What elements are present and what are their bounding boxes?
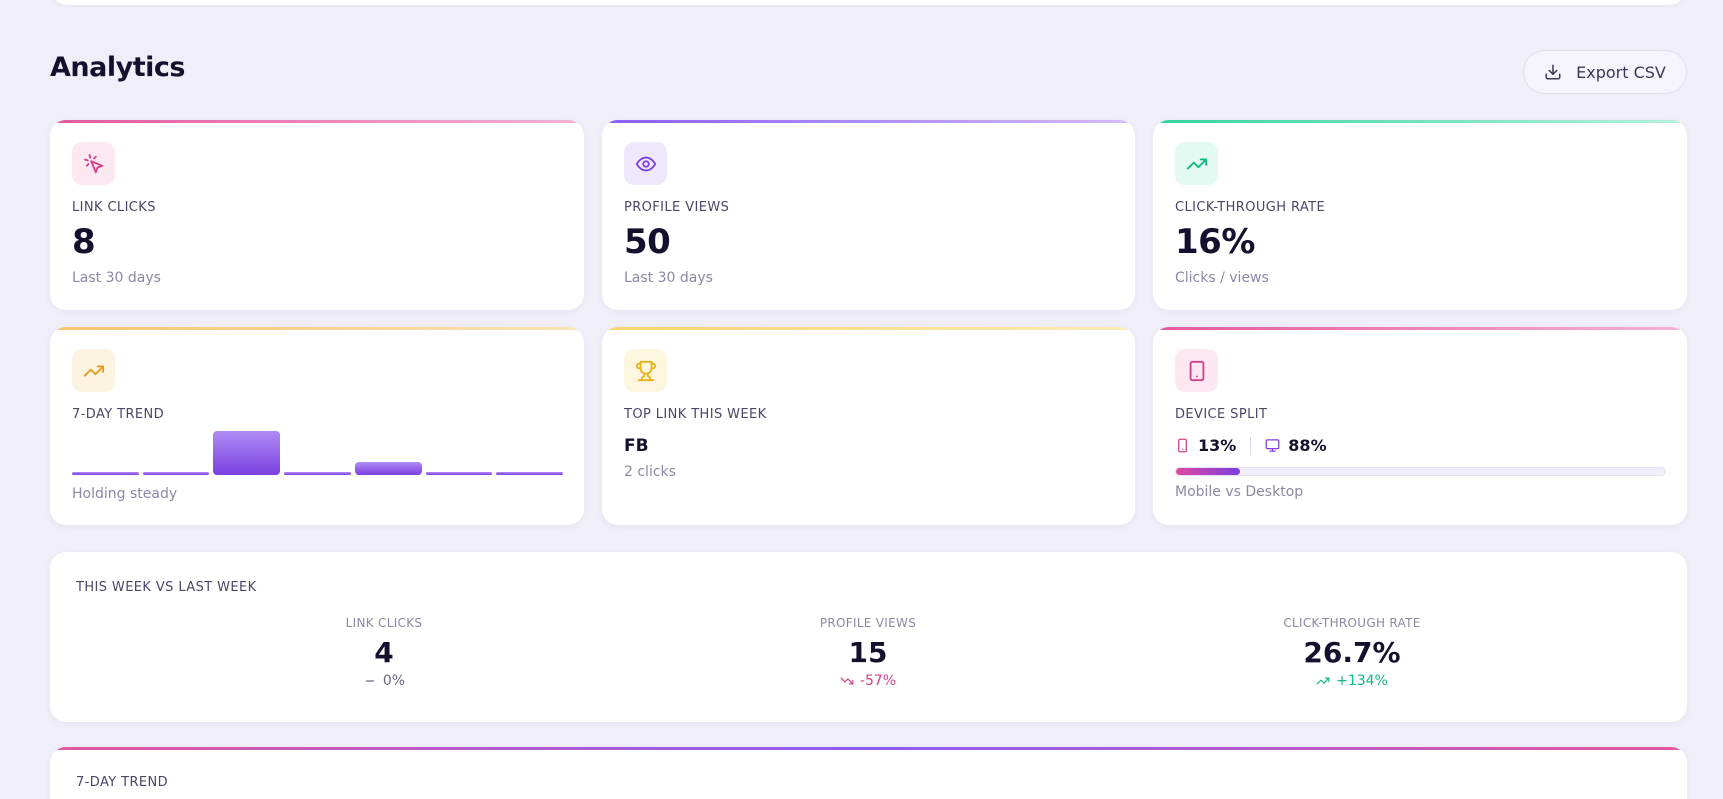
week-col-change: +134% — [1202, 673, 1502, 689]
stat-value: 50 — [624, 222, 671, 262]
link-clicks-card: LINK CLICKS 8 Last 30 days — [50, 120, 584, 310]
week-col-label: LINK CLICKS — [345, 616, 423, 630]
cursor-click-icon — [83, 153, 103, 173]
card-accent — [602, 327, 1135, 330]
trending-down-icon — [840, 677, 854, 685]
device-split-sub: Mobile vs Desktop — [1175, 484, 1304, 500]
trend-icon-box — [72, 349, 115, 392]
stat-label: PROFILE VIEWS — [624, 200, 730, 215]
card-accent — [1153, 327, 1687, 330]
week-col-value: 4 — [374, 636, 394, 669]
desktop-percent: 88% — [1288, 436, 1327, 455]
trend-bar-5 — [354, 461, 422, 475]
desktop-share: 88% — [1265, 436, 1327, 455]
stat-label: CLICK-THROUGH RATE — [1175, 200, 1326, 215]
week-col-value: 15 — [848, 636, 888, 669]
stat-value: 8 — [72, 222, 96, 262]
device-split-fill — [1176, 468, 1240, 475]
week-col-change-text: +134% — [1336, 673, 1388, 689]
week-col-value: 26.7% — [1303, 636, 1401, 669]
card-accent — [50, 747, 1687, 750]
top-link-card: TOP LINK THIS WEEK FB 2 clicks — [602, 327, 1135, 525]
page-title: Analytics — [50, 52, 185, 83]
stat-sub: Last 30 days — [72, 270, 161, 286]
divider — [1250, 436, 1252, 455]
trending-up-icon — [83, 365, 104, 376]
device-split-values: 13% 88% — [1175, 436, 1327, 455]
card-accent — [50, 120, 584, 123]
seven-day-trend-card: 7-DAY TREND — [50, 747, 1687, 799]
tablet-icon — [1189, 360, 1204, 381]
week-col-link-clicks: LINK CLICKS 4 0% — [234, 616, 534, 689]
week-col-label: PROFILE VIEWS — [819, 616, 917, 630]
eye-icon — [635, 156, 656, 171]
week-col-label: CLICK-THROUGH RATE — [1283, 616, 1421, 630]
trending-up-icon — [1316, 677, 1330, 685]
monitor-icon — [1265, 439, 1280, 452]
week-col-change-text: -57% — [859, 673, 897, 689]
top-link-name: FB — [624, 436, 649, 456]
export-csv-button[interactable]: Export CSV — [1523, 50, 1687, 94]
ctr-icon-box — [1175, 142, 1218, 185]
device-split-icon-box — [1175, 349, 1218, 392]
trend-mini-chart — [72, 427, 564, 475]
trend-bar-2 — [142, 472, 210, 475]
minus-icon — [365, 680, 374, 682]
trend-bar-4 — [284, 472, 351, 475]
trend-bar-3 — [213, 431, 281, 475]
ctr-card: CLICK-THROUGH RATE 16% Clicks / views — [1153, 120, 1687, 310]
device-split-label: DEVICE SPLIT — [1175, 407, 1268, 422]
export-csv-label: Export CSV — [1576, 62, 1666, 82]
trend-bar-6 — [425, 472, 493, 475]
download-icon — [1545, 64, 1561, 80]
week-col-ctr: CLICK-THROUGH RATE 26.7% +134% — [1202, 616, 1502, 689]
previous-card-edge — [50, 0, 1687, 5]
trend-card: 7-DAY TREND Holding steady — [50, 327, 584, 525]
week-col-change: -57% — [718, 673, 1018, 689]
week-col-change-text: 0% — [382, 673, 406, 689]
card-accent — [1153, 120, 1687, 123]
trophy-icon — [635, 360, 656, 381]
mobile-percent: 13% — [1198, 436, 1237, 455]
profile-views-icon-box — [624, 142, 667, 185]
mobile-icon — [1178, 438, 1187, 453]
link-clicks-icon-box — [72, 142, 115, 185]
card-accent — [602, 120, 1135, 123]
profile-views-card: PROFILE VIEWS 50 Last 30 days — [602, 120, 1135, 310]
top-link-label: TOP LINK THIS WEEK — [624, 407, 767, 422]
week-col-change: 0% — [234, 673, 534, 689]
top-link-clicks: 2 clicks — [624, 464, 676, 480]
trend-sub: Holding steady — [72, 486, 178, 502]
week-col-profile-views: PROFILE VIEWS 15 -57% — [718, 616, 1018, 689]
trend-bar-1 — [72, 472, 139, 475]
trend-label: 7-DAY TREND — [72, 407, 165, 422]
card-accent — [50, 327, 584, 330]
week-comparison-title: THIS WEEK VS LAST WEEK — [76, 580, 257, 595]
device-split-card: DEVICE SPLIT 13% 88% Mobile vs Desktop — [1153, 327, 1687, 525]
device-split-bar — [1175, 467, 1666, 476]
trending-up-icon — [1186, 158, 1207, 169]
trend-bar-7 — [496, 472, 564, 475]
week-comparison-card: THIS WEEK VS LAST WEEK LINK CLICKS 4 0% … — [50, 552, 1687, 722]
stat-label: LINK CLICKS — [72, 200, 156, 215]
stat-value: 16% — [1175, 222, 1255, 262]
top-link-icon-box — [624, 349, 667, 392]
seven-day-trend-title: 7-DAY TREND — [76, 775, 169, 790]
stat-sub: Last 30 days — [624, 270, 713, 286]
mobile-share: 13% — [1175, 436, 1236, 455]
stat-sub: Clicks / views — [1175, 270, 1269, 286]
